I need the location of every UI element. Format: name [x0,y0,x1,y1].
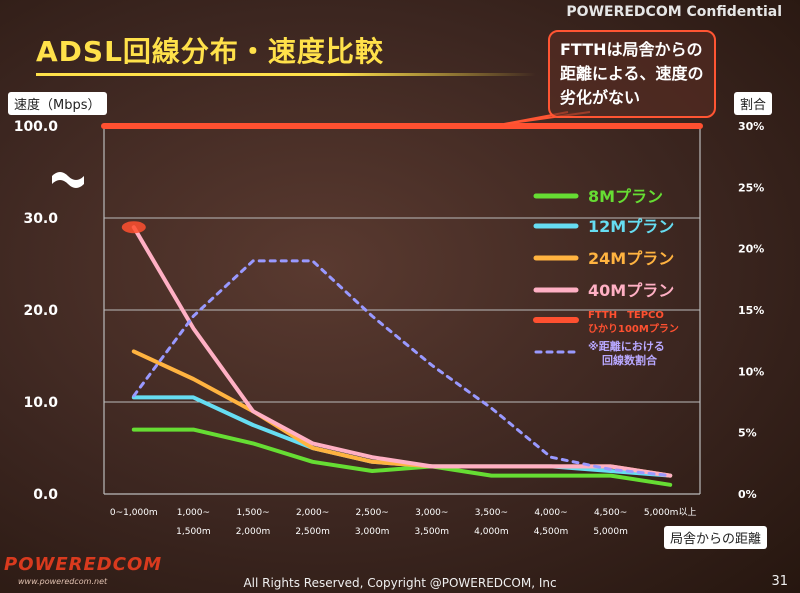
x-tick-label: 4,000~ [534,508,567,518]
legend-label: FTTH TEPCO [588,310,664,321]
copyright-footer: All Rights Reserved, Copyright @POWEREDC… [243,576,557,590]
x-tick-label: 2,500~ [356,508,389,518]
x-tick-label: 2,500m [295,527,330,537]
x-tick-label: 4,500~ [594,508,627,518]
x-tick-label: 3,000m [355,527,390,537]
y2-tick-label: 0% [738,488,757,501]
x-tick-label: 2,000~ [296,508,329,518]
ftth-callout: FTTHは局舎からの距離による、速度の劣化がない [548,30,716,118]
y-tick-label: 10.0 [23,395,58,411]
x-tick-label: 1,500~ [236,508,269,518]
x-axis-label: 局舎からの距離 [664,526,768,549]
y2-tick-label: 5% [738,427,757,440]
slide-title: ADSL回線分布・速度比較 [36,35,384,68]
legend-label: ひかり100Mプラン [588,322,679,335]
x-tick-label: 3,000~ [415,508,448,518]
x-tick-label: 1,000~ [177,508,210,518]
x-tick-label: 3,500m [415,527,450,537]
series-40m-start-marker [121,221,146,234]
y2-tick-label: 25% [738,181,764,194]
y-tick-label: 20.0 [23,303,58,319]
y-tick-label: 30.0 [23,211,58,227]
x-tick-label: 1,500m [176,527,211,537]
axis-break-mark [52,172,84,188]
legend-label: 40Mプラン [588,281,674,300]
legend-label: 回線数割合 [602,353,658,367]
x-tick-label: 0~1,000m [110,508,158,518]
series-line-2 [131,349,673,478]
y2-tick-label: 30% [738,120,764,133]
confidential-label: POWEREDCOM Confidential [566,4,782,20]
x-tick-label: 2,000m [236,527,271,537]
legend-label: 8Mプラン [588,187,663,206]
series-line-0 [131,427,673,487]
series-line-3 [131,225,673,478]
logo-url: www.poweredcom.net [18,577,108,586]
y2-axis-label: 割合 [734,92,773,115]
legend-label: ※距離における [588,339,665,353]
y-axis-label: 速度（Mbps） [8,92,107,115]
y2-tick-label: 10% [738,365,764,378]
x-tick-label: 4,000m [474,527,509,537]
legend-label: 12Mプラン [588,217,674,236]
callout-text: FTTHは局舎からの距離による、速度の劣化がない [560,40,704,107]
title-underline [36,73,536,76]
x-tick-label: 5,000m [593,527,628,537]
page-number: 31 [771,574,788,589]
y2-tick-label: 20% [738,243,764,256]
y2-tick-label: 15% [738,304,764,317]
x-tick-label: 4,500m [534,527,569,537]
legend-label: 24Mプラン [588,249,674,268]
x-tick-label: 5,000m以上 [644,507,697,518]
y-tick-label: 0.0 [33,487,58,503]
y-tick-label: 100.0 [14,119,59,135]
company-logo: POWEREDCOM [4,554,163,575]
x-tick-label: 3,500~ [475,508,508,518]
